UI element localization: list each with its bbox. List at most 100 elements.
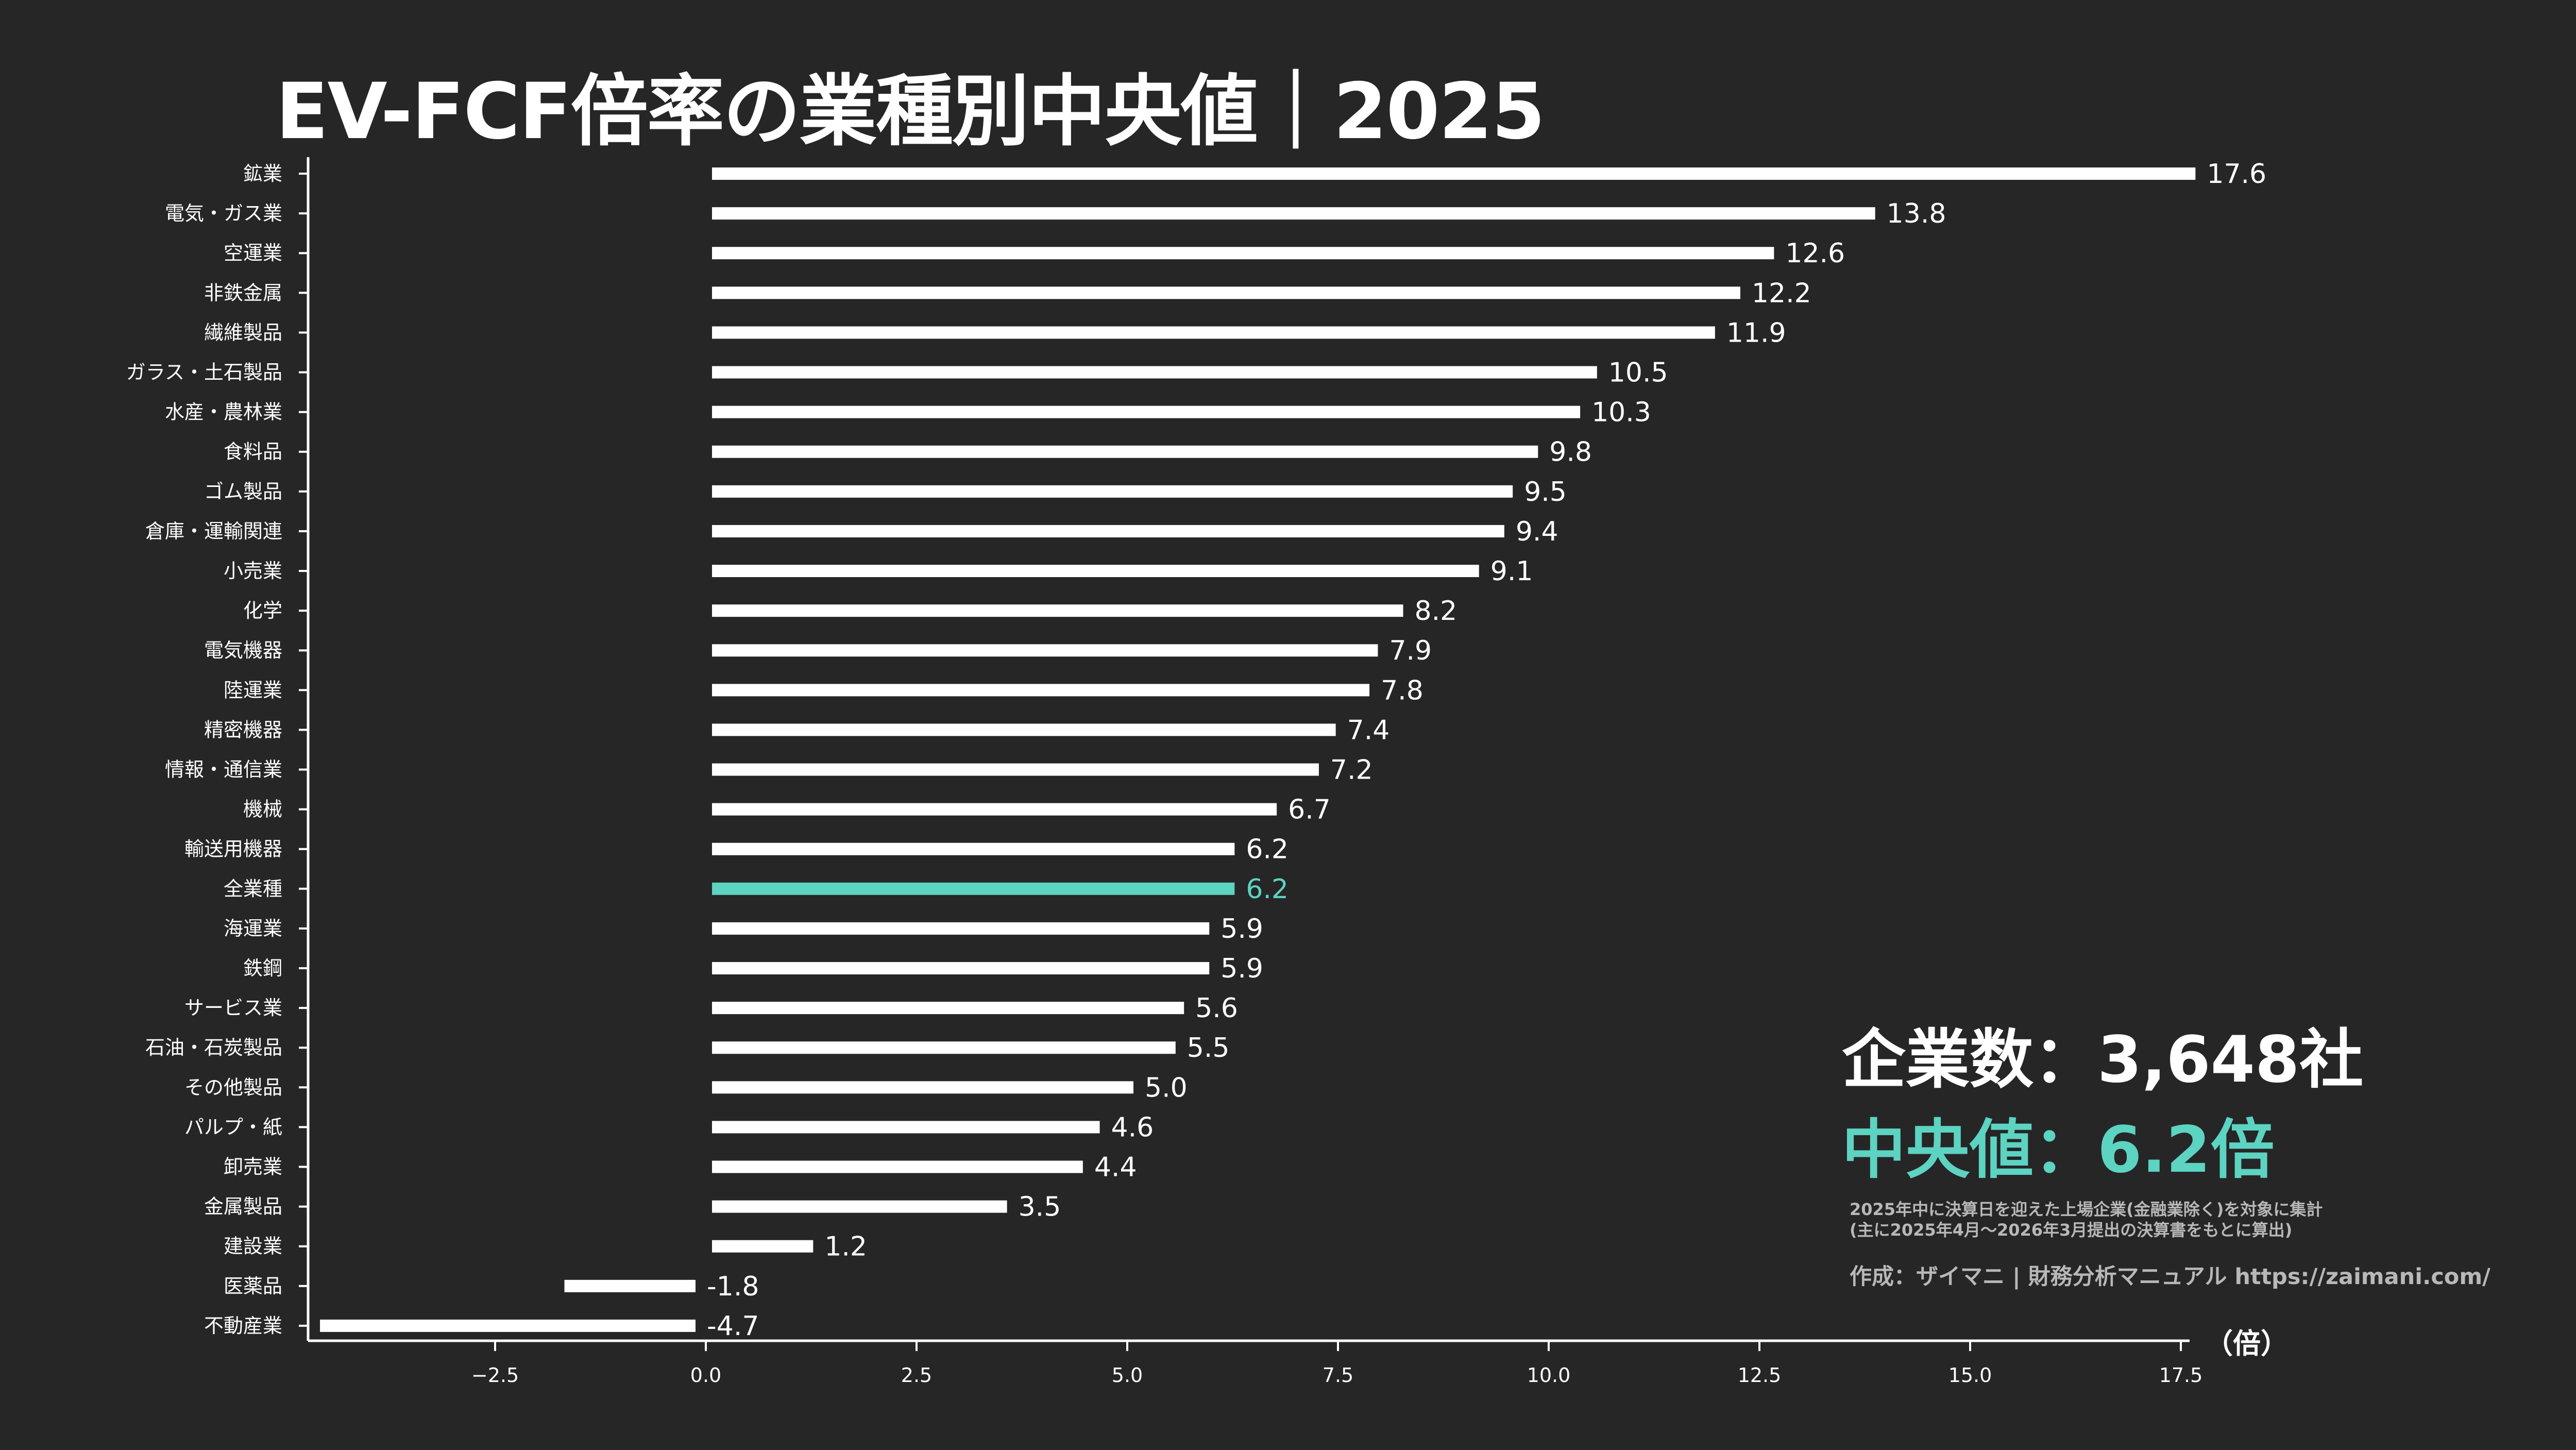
x-tick-label: 2.5 — [901, 1364, 932, 1387]
bar-情報・通信業 — [712, 763, 1319, 776]
footnote-line-2: (主に2025年4月〜2026年3月提出の決算書をもとに算出) — [1850, 1220, 2293, 1240]
bar-建設業 — [712, 1240, 814, 1253]
value-label: 4.4 — [1094, 1152, 1137, 1183]
value-label: 17.6 — [2207, 159, 2266, 190]
bar-倉庫・運輸関連 — [712, 525, 1504, 537]
bar-精密機器 — [712, 723, 1336, 736]
bar-小売業 — [712, 565, 1479, 577]
bar-その他製品 — [712, 1081, 1133, 1094]
value-label: 5.0 — [1145, 1072, 1188, 1103]
bar-石油・石炭製品 — [712, 1041, 1176, 1054]
value-label: 12.6 — [1785, 238, 1845, 269]
bar-ゴム製品 — [712, 485, 1513, 498]
category-label: 鉱業 — [243, 162, 282, 185]
category-label: 小売業 — [224, 560, 282, 582]
value-label: 1.2 — [824, 1232, 867, 1262]
value-label: -4.7 — [707, 1311, 759, 1342]
footnote-line-1: 2025年中に決算日を迎えた上場企業(金融業除く)を対象に集計 — [1850, 1200, 2323, 1219]
bar-電気機器 — [712, 644, 1378, 657]
bar-不動産業 — [320, 1319, 696, 1332]
bar-電気・ガス業 — [712, 207, 1875, 220]
bar-鉱業 — [712, 167, 2196, 180]
x-axis-unit-label: （倍） — [2205, 1327, 2289, 1360]
bar-鉄鋼 — [712, 962, 1210, 974]
value-label: 10.3 — [1591, 397, 1651, 428]
bar-化学 — [712, 604, 1403, 617]
value-label: 8.2 — [1415, 596, 1458, 627]
x-tick-label: 17.5 — [2159, 1364, 2203, 1387]
category-label: 倉庫・運輸関連 — [145, 520, 282, 543]
category-label: 電気・ガス業 — [165, 202, 282, 225]
bar-食料品 — [712, 445, 1538, 458]
x-tick-label: 7.5 — [1323, 1364, 1353, 1387]
category-label: 情報・通信業 — [165, 758, 282, 781]
median-stat: 中央値：6.2倍 — [1842, 1113, 2275, 1187]
category-label: ガラス・土石製品 — [126, 361, 282, 384]
value-label: 7.8 — [1381, 675, 1423, 706]
labels-layer: 鉱業 17.6 電気・ガス業 13.8 空運業 12.6 非鉄金属 12.2 繊維製品 11.9 ガ… — [126, 159, 2266, 1342]
x-tick-label: 10.0 — [1527, 1364, 1571, 1387]
category-label: 繊維製品 — [204, 321, 282, 344]
value-label: 9.8 — [1549, 437, 1592, 468]
axis-layer: −2.5 0.0 2.5 5.0 7.5 10.0 12.5 15.0 17.5 — [299, 157, 2202, 1387]
value-label: 4.6 — [1111, 1112, 1154, 1143]
category-label: 不動産業 — [204, 1314, 282, 1337]
category-label: 海運業 — [224, 917, 282, 940]
category-label: 化学 — [243, 599, 282, 622]
bar-医薬品 — [564, 1279, 696, 1292]
value-label: 6.2 — [1246, 874, 1289, 905]
bar-金属製品 — [712, 1200, 1007, 1213]
value-label: 7.9 — [1389, 635, 1432, 666]
value-label: 5.9 — [1221, 914, 1263, 945]
category-label: 金属製品 — [204, 1195, 282, 1218]
bars-layer — [320, 167, 2196, 1332]
bar-海運業 — [712, 922, 1210, 935]
chart-title: EV-FCF倍率の業種別中央値｜2025 — [276, 67, 1545, 157]
bar-卸売業 — [712, 1160, 1083, 1173]
value-label: 3.5 — [1019, 1192, 1061, 1223]
category-label: 卸売業 — [224, 1156, 282, 1178]
category-label: 水産・農林業 — [165, 401, 282, 424]
category-label: パルプ・紙 — [184, 1116, 282, 1138]
x-tick-label: −2.5 — [471, 1364, 519, 1387]
value-label: 6.2 — [1246, 834, 1289, 865]
value-label: 7.2 — [1330, 755, 1373, 786]
value-label: 5.9 — [1221, 953, 1263, 984]
value-label: -1.8 — [707, 1271, 759, 1302]
category-label: 医薬品 — [224, 1275, 282, 1297]
category-label: 全業種 — [224, 878, 282, 900]
bar-機械 — [712, 803, 1277, 816]
category-label: 電気機器 — [204, 639, 282, 662]
category-label: 非鉄金属 — [204, 281, 282, 304]
bar-陸運業 — [712, 684, 1370, 697]
value-label: 12.2 — [1752, 278, 1811, 309]
value-label: 5.6 — [1195, 993, 1238, 1024]
category-label: 鉄鋼 — [243, 957, 282, 980]
category-label: 陸運業 — [224, 679, 282, 701]
bar-サービス業 — [712, 1002, 1184, 1015]
value-label: 9.1 — [1490, 556, 1533, 587]
bar-非鉄金属 — [712, 286, 1740, 299]
category-label: 機械 — [243, 798, 282, 821]
source-credit: 作成：ザイマニ | 財務分析マニュアル https://zaimani.com/ — [1850, 1264, 2490, 1290]
bar-空運業 — [712, 247, 1774, 260]
x-tick-label: 12.5 — [1738, 1364, 1782, 1387]
value-label: 7.4 — [1347, 715, 1390, 746]
value-label: 6.7 — [1288, 795, 1331, 825]
bar-ガラス・土石製品 — [712, 366, 1597, 379]
value-label: 9.4 — [1516, 516, 1558, 547]
bar-輸送用機器 — [712, 842, 1235, 855]
bar-全業種 — [712, 882, 1235, 895]
category-label: 輸送用機器 — [184, 838, 282, 861]
bar-水産・農林業 — [712, 406, 1581, 418]
x-tick-label: 0.0 — [690, 1364, 721, 1387]
category-label: 石油・石炭製品 — [145, 1036, 282, 1059]
category-label: サービス業 — [184, 997, 282, 1019]
bar-パルプ・紙 — [712, 1121, 1100, 1134]
value-label: 10.5 — [1608, 358, 1668, 389]
value-label: 9.5 — [1524, 477, 1567, 508]
x-tick-label: 5.0 — [1112, 1364, 1143, 1387]
company-count-stat: 企業数：3,648社 — [1842, 1023, 2364, 1097]
